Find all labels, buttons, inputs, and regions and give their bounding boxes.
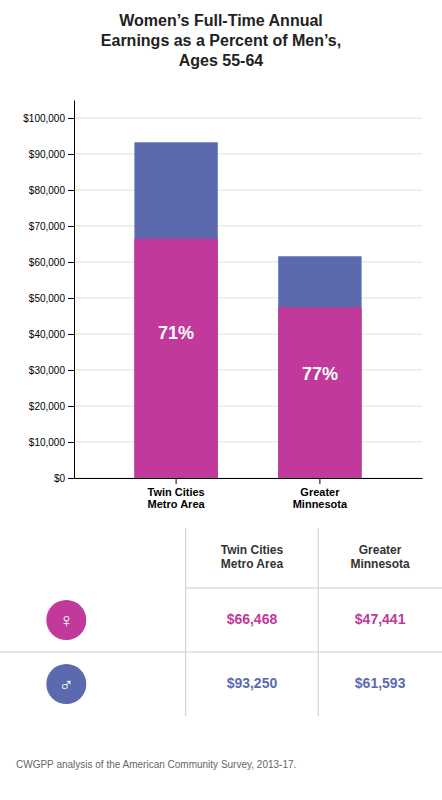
title: Women’s Full-Time Annual Earnings as a Pe… [101,12,341,69]
y-tick-label: $60,000 [29,257,66,268]
y-tick: $40,000 [29,329,74,340]
grid-line [74,478,422,479]
y-tick-mark [68,118,74,119]
y-tick-label: $50,000 [29,293,66,304]
y-tick-label: $70,000 [29,221,66,232]
title-line: Ages 55-64 [179,52,264,69]
y-tick-label: $40,000 [29,329,66,340]
x-tick: GreaterMinnesota [293,478,348,510]
y-tick: $70,000 [29,221,74,232]
grid-line [74,190,422,191]
table-header-line: Greater [359,543,402,557]
y-tick-label: $30,000 [29,365,66,376]
x-tick-mark [319,478,320,484]
y-tick-mark [68,406,74,407]
x-axis: Twin CitiesMetro Area GreaterMinnesota [75,478,423,510]
x-tick-label-line: Twin Cities [147,486,204,498]
table-header: GreaterMinnesota [350,543,410,571]
y-tick-label: $10,000 [29,437,66,448]
table-header-line: Twin Cities [221,543,284,557]
y-tick-mark [68,226,74,227]
grid-line [74,154,422,155]
value-label: $66,468 [227,611,278,627]
grid-line [74,118,422,119]
y-tick-mark [68,298,74,299]
y-tick-mark [68,370,74,371]
x-tick-mark [176,478,177,484]
grid [74,118,422,478]
bars [134,142,361,478]
y-tick-mark [68,154,74,155]
annotations: 71% 77% [158,323,338,384]
y-tick-label: $20,000 [29,401,66,412]
value-label: $47,441 [355,611,406,627]
table-rule [318,528,319,716]
x-tick-label: Twin CitiesMetro Area [147,486,205,511]
percent-label: 71% [158,323,194,343]
y-tick-label: $90,000 [29,149,66,160]
y-tick: $30,000 [29,365,74,376]
series-key [46,664,86,704]
y-tick-mark [68,262,74,263]
value-label: $61,593 [355,675,406,691]
y-axis-line [74,101,75,479]
grid-line [74,442,422,443]
x-tick-label-line: Metro Area [148,498,206,510]
y-tick: $10,000 [29,437,74,448]
table: Twin CitiesMetro Area GreaterMinnesota ♀ $6… [0,528,442,716]
grid-line [74,370,422,371]
percent-label: 77% [302,364,338,384]
y-tick: $20,000 [29,401,74,412]
title-line: Women’s Full-Time Annual [119,12,323,29]
bar [134,142,217,478]
table-header-line: Minnesota [350,558,410,572]
y-tick-label: $0 [54,473,66,484]
y-tick: $100,000 [23,113,74,124]
bar [278,256,361,478]
x-axis-line [75,478,423,479]
series-name: ♀ [59,609,74,631]
y-tick: $80,000 [29,185,74,196]
grid-line [74,334,422,335]
y-tick-mark [68,478,74,479]
y-tick-mark [68,190,74,191]
x-tick-label-line: Minnesota [293,498,348,510]
grid-line [74,406,422,407]
value-label: $93,250 [227,675,278,691]
y-tick-label: $80,000 [29,185,66,196]
y-axis: $0 $10,000 $20,000 $30,000 $40,000 $50,000 $60… [23,101,74,484]
y-tick: $60,000 [29,257,74,268]
bar [134,239,217,478]
x-tick: Twin CitiesMetro Area [147,478,205,510]
table-header: Twin CitiesMetro Area [221,543,284,571]
x-tick-label-line: Greater [300,486,340,498]
title-line: Earnings as a Percent of Men’s, [101,32,341,49]
series-name: ♂ [59,673,74,695]
y-tick: $0 [54,473,74,484]
series-key [46,600,86,640]
source: CWGPP analysis of the American Community… [16,759,296,770]
y-tick-mark [68,442,74,443]
x-tick-label: GreaterMinnesota [293,486,348,511]
y-tick-mark [68,334,74,335]
bar [278,307,361,478]
table-rule [186,588,442,589]
y-tick: $50,000 [29,293,74,304]
grid-line [74,226,422,227]
table-rule [185,528,186,716]
y-tick: $90,000 [29,149,74,160]
y-tick-label: $100,000 [23,113,65,124]
grid-line [74,298,422,299]
table-rule [0,652,442,653]
table-header-line: Metro Area [221,558,284,572]
chart: Women’s Full-Time Annual Earnings as a Pe… [0,0,442,800]
grid-line [74,262,422,263]
